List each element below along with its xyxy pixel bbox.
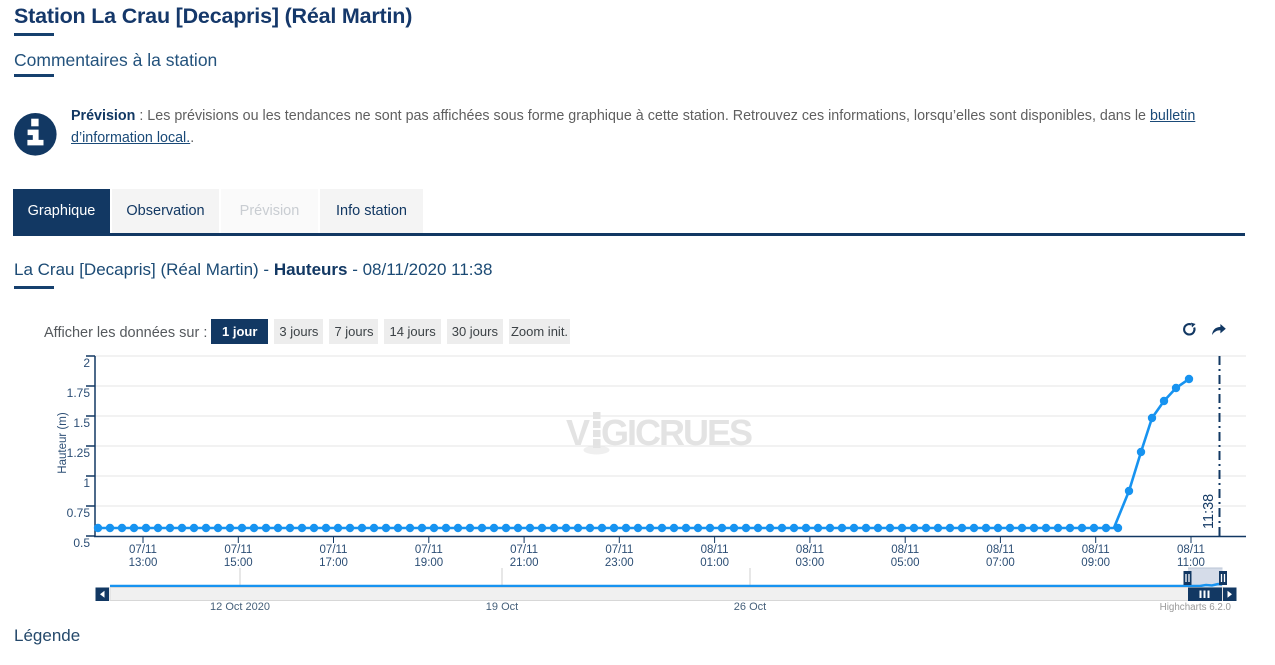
- svg-text:08/11: 08/11: [1177, 544, 1205, 556]
- svg-text:08/11: 08/11: [986, 544, 1014, 556]
- svg-text:07/11: 07/11: [129, 544, 157, 556]
- svg-text:2: 2: [83, 356, 90, 370]
- svg-text:21:00: 21:00: [510, 557, 539, 569]
- svg-text:08/11: 08/11: [1082, 544, 1110, 556]
- svg-text:1.5: 1.5: [73, 416, 90, 430]
- svg-text:19 Oct: 19 Oct: [486, 601, 518, 613]
- svg-text:19:00: 19:00: [414, 557, 443, 569]
- svg-text:11:38: 11:38: [1201, 494, 1217, 529]
- svg-text:07/11: 07/11: [605, 544, 633, 556]
- svg-text:08/11: 08/11: [891, 544, 919, 556]
- svg-text:Highcharts 6.2.0: Highcharts 6.2.0: [1160, 602, 1232, 613]
- svg-text:07:00: 07:00: [986, 557, 1015, 569]
- svg-text:17:00: 17:00: [319, 557, 348, 569]
- svg-text:03:00: 03:00: [796, 557, 825, 569]
- svg-text:1.25: 1.25: [67, 446, 91, 460]
- svg-text:1: 1: [83, 476, 90, 490]
- svg-text:15:00: 15:00: [224, 557, 253, 569]
- svg-text:0.75: 0.75: [67, 506, 91, 520]
- svg-text:07/11: 07/11: [415, 544, 443, 556]
- svg-text:07/11: 07/11: [510, 544, 538, 556]
- svg-text:08/11: 08/11: [796, 544, 824, 556]
- svg-text:1.75: 1.75: [67, 386, 91, 400]
- svg-text:07/11: 07/11: [320, 544, 348, 556]
- svg-text:12 Oct 2020: 12 Oct 2020: [210, 601, 270, 613]
- svg-text:08/11: 08/11: [701, 544, 729, 556]
- svg-text:23:00: 23:00: [605, 557, 634, 569]
- svg-text:Hauteur (m): Hauteur (m): [57, 412, 69, 474]
- svg-text:09:00: 09:00: [1081, 557, 1110, 569]
- svg-text:05:00: 05:00: [891, 557, 920, 569]
- svg-text:01:00: 01:00: [700, 557, 729, 569]
- svg-text:11:00: 11:00: [1177, 557, 1205, 569]
- svg-text:07/11: 07/11: [224, 544, 252, 556]
- svg-text:26 Oct: 26 Oct: [734, 601, 766, 613]
- svg-text:13:00: 13:00: [129, 557, 158, 569]
- svg-text:0.5: 0.5: [73, 536, 90, 550]
